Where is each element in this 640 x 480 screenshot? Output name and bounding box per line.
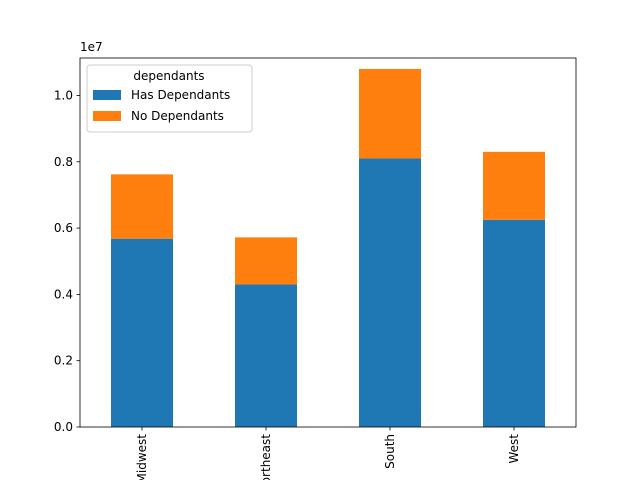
y-tick-label: 0.2	[54, 354, 73, 368]
x-tick-label: Midwest	[135, 434, 149, 480]
y-tick-label: 0.8	[54, 155, 73, 169]
legend-swatch	[93, 111, 121, 121]
bar-segment-1-2	[359, 68, 421, 159]
bar-segment-1-1	[235, 237, 297, 285]
x-axis: Midwest Northeast South West	[135, 427, 521, 480]
y-offset-label: 1e7	[80, 40, 103, 54]
bar-segment-1-0	[111, 174, 173, 239]
y-tick-label: 0.4	[54, 287, 73, 301]
legend-label: No Dependants	[131, 109, 224, 123]
bar-segment-1-3	[483, 151, 545, 220]
y-tick-label: 0.6	[54, 221, 73, 235]
bar-segment-0-0	[111, 238, 173, 427]
legend-box	[86, 64, 253, 133]
plot-frame	[79, 57, 577, 428]
bar-segment-0-1	[235, 284, 297, 427]
bars-layer	[111, 68, 545, 427]
legend-label: Has Dependants	[131, 88, 230, 102]
bar-segment-0-3	[483, 219, 545, 427]
x-tick-label: South	[383, 434, 397, 469]
x-tick-label: West	[507, 434, 521, 464]
x-tick-label: Northeast	[259, 434, 273, 480]
y-axis: 0.0 0.2 0.4 0.6 0.8 1.0	[54, 88, 80, 434]
y-tick-label: 0.0	[54, 420, 73, 434]
legend: dependants Has Dependants No Dependants	[86, 64, 253, 133]
legend-title: dependants	[133, 69, 204, 83]
y-tick-label: 1.0	[54, 88, 73, 102]
legend-swatch	[93, 90, 121, 100]
bar-segment-0-2	[359, 158, 421, 427]
